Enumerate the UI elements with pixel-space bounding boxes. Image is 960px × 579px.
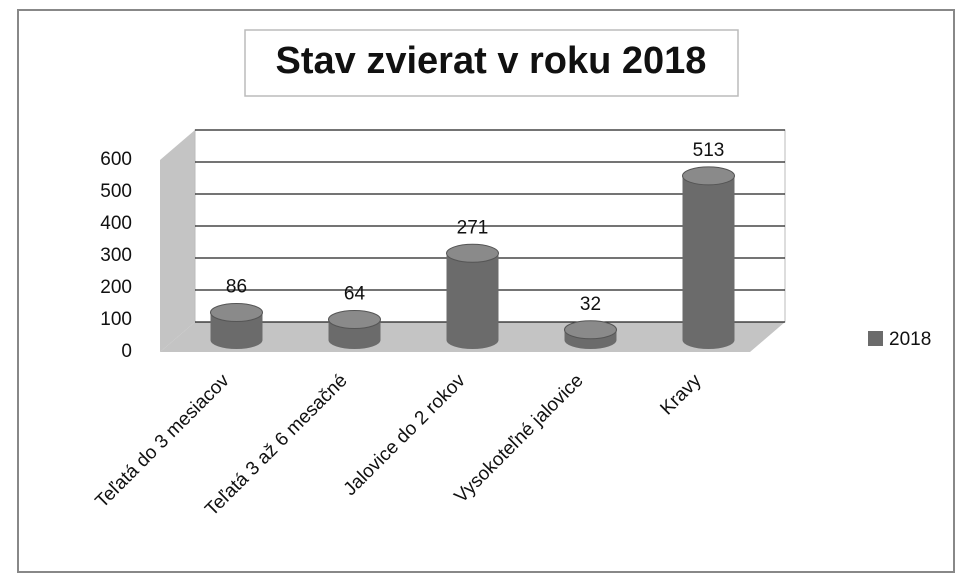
- value-label: 32: [580, 294, 601, 315]
- y-tick-label: 0: [121, 341, 132, 362]
- bar-top: [210, 302, 263, 322]
- y-tick-label: 300: [100, 245, 132, 266]
- legend-label: 2018: [889, 329, 931, 350]
- value-label: 64: [344, 284, 366, 305]
- bar-top: [564, 320, 617, 340]
- bar-top: [446, 243, 499, 263]
- side-wall: [160, 130, 195, 352]
- bar-body: [210, 312, 263, 349]
- bar: [682, 166, 735, 349]
- bar: [210, 302, 263, 349]
- y-tick-label: 200: [100, 277, 132, 298]
- bar: [446, 243, 499, 349]
- bar-body: [446, 253, 499, 349]
- chart-title: Stav zvierat v roku 2018: [276, 40, 707, 82]
- value-label: 513: [693, 140, 725, 161]
- bar-top: [682, 166, 735, 186]
- legend-swatch: [868, 331, 883, 346]
- bar: [564, 320, 617, 349]
- value-label: 271: [457, 217, 489, 238]
- value-label: 86: [226, 276, 247, 297]
- y-tick-label: 500: [100, 181, 132, 202]
- bar: [328, 310, 381, 349]
- y-tick-label: 600: [100, 149, 132, 170]
- bar-top: [328, 310, 381, 330]
- y-tick-label: 400: [100, 213, 132, 234]
- y-tick-label: 100: [100, 309, 132, 330]
- bar-body: [682, 175, 735, 349]
- title-box: [244, 29, 739, 97]
